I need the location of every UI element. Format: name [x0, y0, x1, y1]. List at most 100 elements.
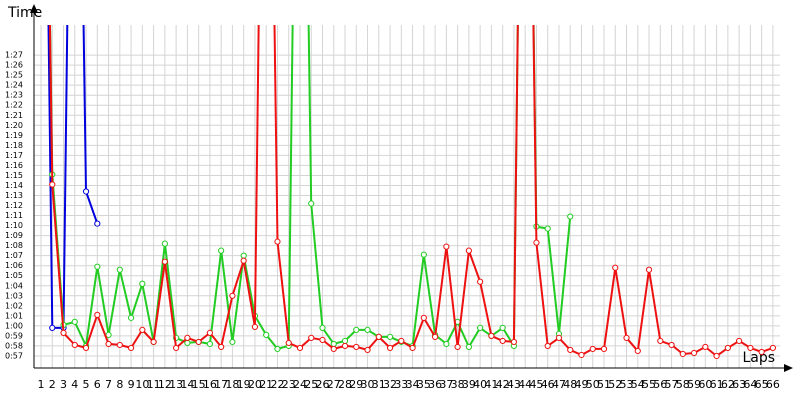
data-point — [420, 251, 427, 258]
data-point — [702, 343, 709, 351]
data-point — [477, 278, 484, 285]
y-tick-label: 1:22 — [5, 101, 23, 110]
x-tick-label: 12 — [158, 378, 172, 391]
x-tick-label: 23 — [282, 378, 296, 391]
data-point — [612, 264, 619, 271]
data-point — [465, 247, 472, 254]
x-tick-label: 7 — [105, 378, 112, 391]
y-tick-label: 0:59 — [5, 331, 23, 340]
x-tick-label: 16 — [203, 378, 217, 391]
data-point — [769, 344, 777, 352]
x-tick-label: 28 — [338, 378, 352, 391]
data-point — [510, 338, 518, 346]
y-tick-label: 1:10 — [5, 221, 23, 230]
y-tick-label: 1:00 — [5, 321, 23, 330]
x-tick-label: 61 — [710, 378, 724, 391]
x-tick-label: 33 — [394, 378, 408, 391]
x-tick-label: 55 — [642, 378, 656, 391]
y-tick-label: 1:03 — [5, 291, 23, 300]
x-tick-label: 20 — [248, 378, 262, 391]
data-point — [353, 343, 360, 351]
data-point — [184, 334, 191, 342]
data-point — [432, 333, 439, 341]
data-point — [499, 324, 506, 331]
x-tick-label: 48 — [563, 378, 577, 391]
data-point — [139, 326, 146, 333]
data-point — [105, 340, 112, 348]
y-tick-label: 1:16 — [5, 161, 23, 170]
y-tick-label: 0:57 — [5, 351, 23, 360]
y-tick-label: 1:13 — [5, 191, 23, 200]
y-tick-label: 1:08 — [5, 241, 23, 250]
x-tick-label: 41 — [484, 378, 498, 391]
y-tick-label: 1:20 — [5, 121, 23, 130]
data-point — [49, 324, 56, 331]
data-point — [690, 349, 698, 357]
data-point — [82, 344, 90, 352]
y-axis-arrow — [30, 4, 38, 13]
data-point — [353, 326, 360, 333]
series-line — [49, 25, 572, 351]
data-point — [375, 333, 382, 341]
data-point — [341, 337, 349, 345]
data-point — [308, 200, 315, 207]
x-tick-label: 45 — [529, 378, 543, 391]
data-point — [161, 258, 168, 265]
x-tick-label: 27 — [327, 378, 341, 391]
y-tick-label: 0:58 — [5, 341, 23, 350]
data-point — [285, 339, 292, 347]
data-point — [229, 292, 236, 299]
data-point — [454, 343, 461, 351]
data-point — [240, 252, 247, 259]
data-point — [443, 340, 450, 348]
x-tick-label: 14 — [180, 378, 194, 391]
x-tick-label: 58 — [676, 378, 690, 391]
data-point — [386, 344, 394, 352]
data-point — [364, 326, 371, 333]
data-point — [567, 213, 574, 220]
x-tick-label: 42 — [496, 378, 510, 391]
data-point — [477, 324, 484, 331]
y-tick-label: 1:05 — [5, 271, 23, 280]
y-axis-label: Time — [7, 5, 42, 21]
data-point — [195, 338, 202, 346]
x-tick-label: 43 — [507, 378, 521, 391]
data-point — [206, 340, 213, 348]
x-tick-label: 31 — [372, 378, 386, 391]
x-tick-label: 1 — [38, 378, 45, 391]
x-tick-label: 18 — [225, 378, 239, 391]
data-point — [184, 339, 191, 347]
x-tick-label: 3 — [60, 378, 67, 391]
grid — [34, 25, 780, 368]
x-tick-label: 38 — [451, 378, 465, 391]
data-point — [240, 257, 247, 264]
x-tick-label: 34 — [406, 378, 420, 391]
data-point — [218, 247, 225, 254]
data-point — [274, 238, 281, 245]
x-tick-label: 59 — [687, 378, 701, 391]
data-point — [386, 333, 394, 341]
data-point — [499, 337, 506, 345]
y-tick-label: 1:25 — [5, 71, 23, 80]
data-point — [420, 314, 427, 321]
data-point — [127, 314, 135, 321]
data-point — [544, 225, 551, 232]
data-point — [330, 340, 337, 348]
x-tick-label: 36 — [428, 378, 442, 391]
y-tick-label: 1:21 — [5, 111, 23, 120]
x-tick-label: 63 — [732, 378, 746, 391]
data-point — [679, 350, 686, 358]
y-tick-label: 1:01 — [5, 311, 23, 320]
data-point — [229, 338, 236, 346]
x-tick-label: 2 — [49, 378, 56, 391]
x-tick-label: 65 — [755, 378, 769, 391]
data-point — [713, 352, 720, 360]
x-tick-label: 21 — [259, 378, 273, 391]
x-tick-label: 53 — [620, 378, 634, 391]
y-tick-label: 1:06 — [5, 261, 23, 270]
x-tick-label: 10 — [135, 378, 149, 391]
x-tick-label: 25 — [304, 378, 318, 391]
data-point — [634, 347, 641, 355]
data-point — [49, 181, 56, 188]
